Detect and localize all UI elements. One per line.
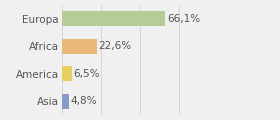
Text: 6,5%: 6,5% <box>73 69 100 79</box>
Text: 4,8%: 4,8% <box>71 96 97 106</box>
Bar <box>62 39 97 54</box>
Text: 66,1%: 66,1% <box>167 14 200 24</box>
Bar <box>62 66 72 81</box>
Bar <box>62 11 165 26</box>
Bar <box>62 94 69 109</box>
Text: 22,6%: 22,6% <box>99 41 132 51</box>
